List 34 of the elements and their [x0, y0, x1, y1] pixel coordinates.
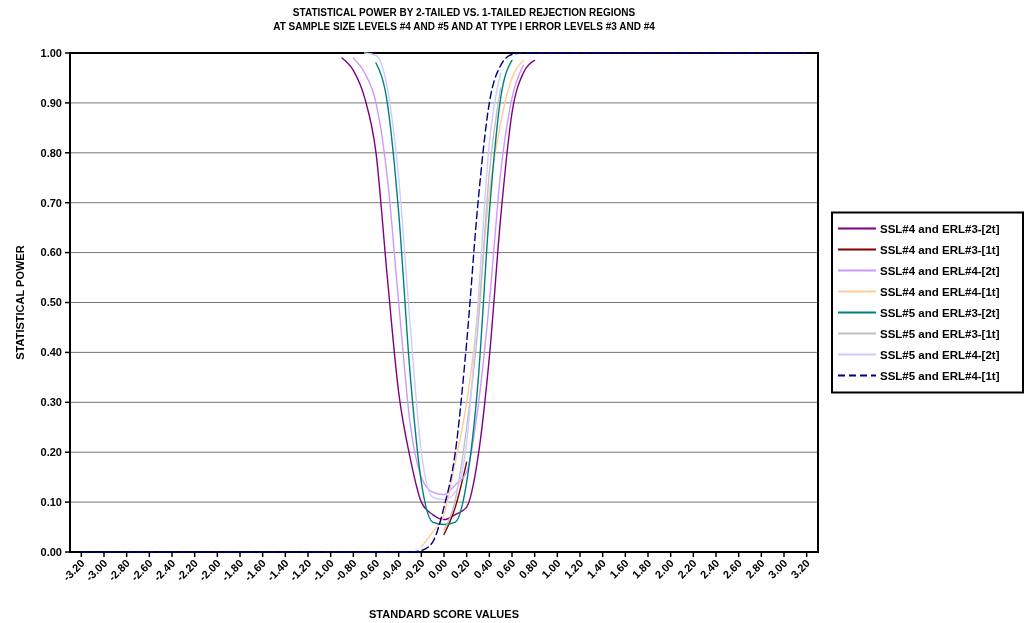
legend-label: SSL#5 and ERL#3-[1t]	[880, 327, 1000, 340]
y-tick-label: 0.30	[40, 396, 62, 409]
y-axis-title: STATISTICAL POWER	[14, 245, 26, 360]
y-tick-label: 0.80	[40, 146, 62, 159]
x-tick-label: 0.80	[516, 556, 541, 581]
line-series	[420, 59, 525, 548]
legend-label: SSL#4 and ERL#4-[1t]	[880, 285, 1000, 298]
y-tick-label: 0.60	[40, 246, 62, 259]
y-tick-label: 0.90	[40, 96, 62, 109]
line-series	[341, 57, 536, 521]
legend-label: SSL#5 and ERL#4-[2t]	[880, 348, 1000, 361]
line-series	[375, 59, 513, 526]
x-tick-label: 0.20	[448, 556, 473, 581]
y-tick-label: 0.40	[40, 346, 62, 359]
line-series	[363, 52, 502, 501]
y-tick-label: 1.00	[40, 46, 62, 59]
legend-label: SSL#5 and ERL#4-[1t]	[880, 369, 1000, 382]
x-tick-label: 0.00	[425, 556, 450, 581]
x-tick-label: 0.60	[493, 556, 518, 581]
y-tick-label: 0.20	[40, 446, 62, 459]
y-tick-label: 0.50	[40, 296, 62, 309]
chart-title: STATISTICAL POWER BY 2-TAILED VS. 1-TAILED REJECTION REGIONS AT SAMPLE SIZE LEVELS #4 AND #5 AND AT TYPE I ERROR LEVELS #3 AND #4	[273, 7, 656, 32]
legend-label: SSL#4 and ERL#4-[2t]	[880, 264, 1000, 277]
line-series	[352, 57, 525, 496]
x-axis-title: STANDARD SCORE VALUES	[369, 608, 519, 620]
line-series	[80, 52, 808, 553]
legend-label: SSL#4 and ERL#3-[2t]	[880, 222, 1000, 235]
line-series	[443, 87, 502, 531]
x-tick-label: 0.40	[471, 556, 495, 581]
y-tick-label: 0.10	[40, 495, 62, 508]
y-tick-label: 0.70	[40, 196, 62, 209]
legend-label: SSL#4 and ERL#3-[1t]	[880, 243, 1000, 256]
legend-label: SSL#5 and ERL#3-[2t]	[880, 306, 1000, 319]
y-tick-label: 0.00	[40, 545, 62, 558]
